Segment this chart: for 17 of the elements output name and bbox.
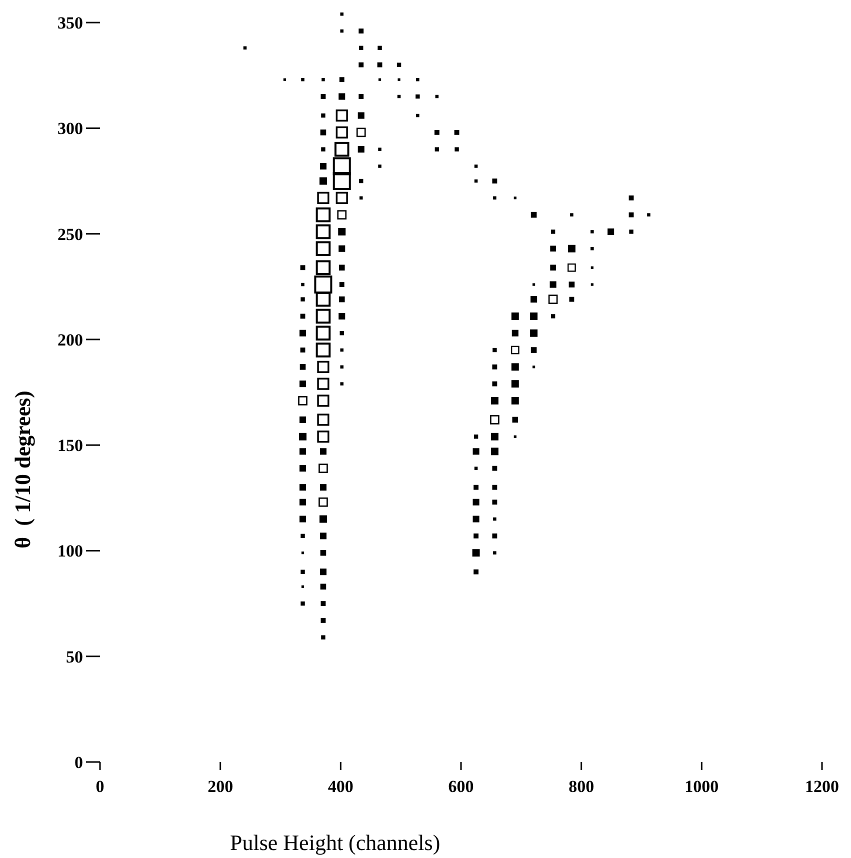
y-tick-label: 100 [58, 542, 83, 561]
x-tick-label: 1000 [684, 777, 719, 796]
x-tick-label: 800 [568, 777, 594, 796]
y-tick-label: 350 [58, 14, 83, 33]
y-axis-title: θ ( 1/10 degrees) [10, 390, 35, 548]
x-tick-label: 1200 [805, 777, 839, 796]
y-tick-label: 50 [66, 647, 83, 666]
x-tick-label: 600 [448, 777, 474, 796]
x-tick-label: 200 [208, 777, 234, 796]
x-tick-label: 400 [328, 777, 354, 796]
y-tick-label: 150 [58, 436, 83, 456]
x-axis-title: Pulse Height (channels) [230, 830, 440, 855]
y-tick-label: 0 [74, 752, 83, 772]
y-tick-label: 250 [58, 224, 83, 244]
x-tick-label: 0 [96, 777, 104, 796]
y-tick-label: 200 [58, 330, 83, 350]
y-tick-label: 300 [58, 119, 83, 138]
